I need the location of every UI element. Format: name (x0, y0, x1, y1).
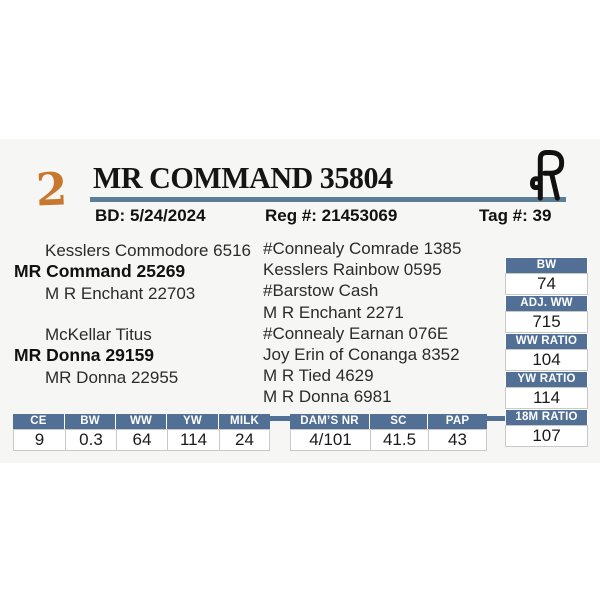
dam-col-nr: DAM’S NR 4/101 (290, 414, 370, 451)
stat-value-bw: 74 (505, 273, 588, 295)
dam-header-pap: PAP (428, 414, 487, 429)
pedigree-line: McKellar Titus (45, 325, 152, 344)
dam-col-pap: PAP 43 (428, 414, 487, 451)
animal-name-title: MR COMMAND 35804 (93, 160, 393, 195)
dam-table: DAM’S NR 4/101 SC 41.5 PAP 43 (290, 414, 487, 451)
pedigree-line: M R Enchant 22703 (45, 283, 196, 303)
stat-value-ww-ratio: 104 (505, 349, 588, 371)
lot-number: 2 (35, 162, 69, 217)
epd-header-yw: YW (167, 414, 219, 429)
dam-col-sc: SC 41.5 (370, 414, 428, 451)
pedigree-sire-group: Kesslers Commodore 6516 MR Command 25269… (14, 240, 251, 304)
stat-value-18m-ratio: 107 (505, 425, 588, 447)
epd-value-yw: 114 (167, 429, 219, 451)
epd-table: CE 9 BW 0.3 WW 64 YW 114 MILK 24 (13, 414, 270, 451)
epd-header-milk: MILK (219, 414, 270, 429)
stat-label-18m-ratio: 18M RATIO (505, 409, 588, 425)
stat-label-yw-ratio: YW RATIO (505, 371, 588, 387)
epd-value-bw: 0.3 (65, 429, 116, 451)
stat-label-adj-ww: ADJ. WW (505, 295, 588, 311)
pedigree-line: Kesslers Rainbow 0595 (263, 260, 442, 280)
pedigree-line: #Barstow Cash (263, 281, 379, 301)
pedigree-dam: MR Donna 29159 (14, 345, 155, 366)
dam-value-sc: 41.5 (370, 429, 428, 451)
epd-col-ce: CE 9 (13, 414, 65, 451)
pedigree-line: M R Enchant 2271 (263, 302, 404, 322)
stat-value-yw-ratio: 114 (505, 387, 588, 409)
epd-value-ww: 64 (116, 429, 167, 451)
tag-number: Tag #: 39 (479, 206, 552, 225)
pedigree-line: M R Donna 6981 (263, 387, 392, 407)
epd-header-ce: CE (13, 414, 65, 429)
epd-col-bw: BW 0.3 (65, 414, 116, 451)
dam-value-pap: 43 (428, 429, 487, 451)
registration-number: Reg #: 21453069 (265, 206, 398, 225)
epd-col-yw: YW 114 (167, 414, 219, 451)
pedigree-line: #Connealy Comrade 1385 (263, 239, 462, 258)
epd-header-ww: WW (116, 414, 167, 429)
dam-header-nr: DAM’S NR (290, 414, 370, 429)
pedigree-line: M R Tied 4629 (263, 366, 374, 386)
pedigree-line: Joy Erin of Conanga 8352 (263, 345, 460, 365)
stat-value-adj-ww: 715 (505, 311, 588, 333)
epd-value-milk: 24 (219, 429, 270, 451)
epd-header-bw: BW (65, 414, 116, 429)
table-connector (269, 416, 290, 421)
dam-value-nr: 4/101 (290, 429, 370, 451)
title-underline (90, 197, 566, 202)
pedigree-line: MR Donna 22955 (45, 367, 179, 387)
stat-label-ww-ratio: WW RATIO (505, 333, 588, 349)
dam-header-sc: SC (370, 414, 428, 429)
epd-col-milk: MILK 24 (219, 414, 270, 451)
pedigree-ancestors: #Connealy Comrade 1385 Kesslers Rainbow … (263, 238, 461, 408)
pedigree-line: Kesslers Commodore 6516 (45, 241, 251, 260)
lot-card-background (0, 139, 600, 463)
stat-label-bw: BW (505, 257, 588, 273)
birth-date: BD: 5/24/2024 (95, 206, 206, 225)
epd-col-ww: WW 64 (116, 414, 167, 451)
epd-value-ce: 9 (13, 429, 65, 451)
table-connector (487, 416, 505, 421)
performance-sidebar: BW 74 ADJ. WW 715 WW RATIO 104 YW RATIO … (505, 257, 588, 447)
pedigree-dam-group: McKellar Titus MR Donna 29159 MR Donna 2… (14, 324, 178, 388)
pedigree-sire: MR Command 25269 (14, 261, 186, 282)
r-brand-logo-icon (529, 150, 565, 201)
pedigree-line: #Connealy Earnan 076E (263, 323, 449, 343)
